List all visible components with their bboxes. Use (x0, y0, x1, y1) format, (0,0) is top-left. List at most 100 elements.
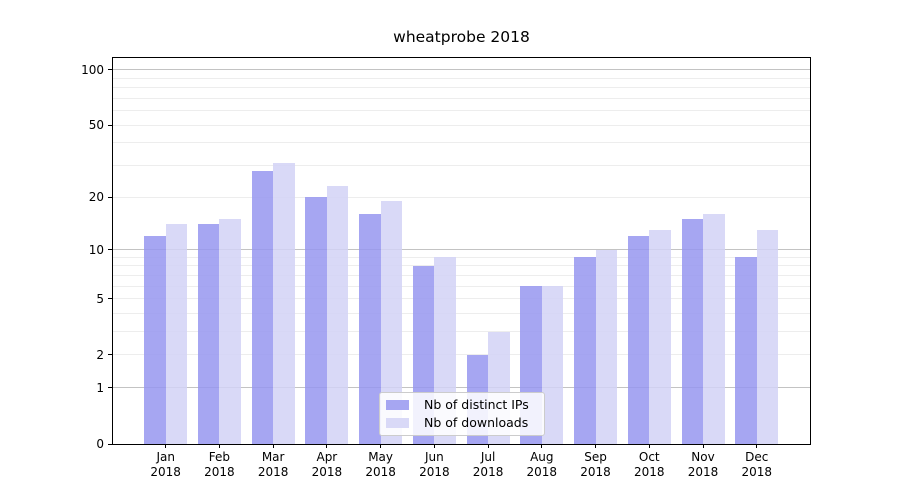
bar-nb-of-distinct-ips-feb (197, 224, 220, 444)
y-axis-tick-label-10: 10 (88, 242, 104, 257)
y-axis-tick-2 (108, 354, 112, 356)
x-axis-tick-label-oct: Oct 2018 (609, 450, 689, 479)
y-axis-tick-5 (108, 298, 112, 300)
x-axis-tick-label-aug: Aug 2018 (502, 450, 582, 479)
y-axis-tick-label-100: 100 (81, 62, 104, 77)
y-axis-tick-label-5: 5 (96, 291, 104, 306)
x-axis-month-text: Sep (584, 450, 607, 464)
gridline-minor-5 (113, 298, 810, 300)
x-axis-month-text: Jun (424, 450, 444, 464)
bar-nb-of-downloads-feb (219, 219, 241, 444)
bar-nb-of-downloads-dec (756, 230, 779, 444)
gridline-minor-4 (113, 313, 810, 315)
bar-nb-of-downloads-sep (595, 249, 618, 444)
x-axis-year-text: 2018 (741, 464, 772, 479)
gridline-minor-7 (113, 274, 810, 276)
x-axis-tick-label-apr: Apr 2018 (287, 450, 367, 479)
x-axis-tick-label-jun: Jun 2018 (394, 450, 474, 479)
x-axis-year-text: 2018 (365, 464, 396, 479)
gridline-minor-90 (113, 77, 810, 79)
x-axis-tick-feb (218, 444, 220, 448)
gridline-minor-20 (113, 196, 810, 198)
x-axis-month-text: May (368, 450, 394, 464)
bar-nb-of-downloads-nov (703, 214, 725, 444)
x-axis-tick-aug (541, 444, 543, 448)
bar-nb-of-distinct-ips-nov (681, 219, 703, 444)
legend-swatch-nb-of-downloads (386, 418, 409, 429)
gridline-minor-2 (113, 354, 810, 356)
gridline-minor-30 (113, 165, 810, 167)
x-axis-month-text: Jul (480, 450, 496, 464)
gridline-minor-9 (113, 256, 810, 258)
gridline-minor-6 (113, 285, 810, 287)
y-axis-tick-20 (108, 196, 112, 198)
x-axis-month-text: Feb (208, 450, 231, 464)
chart-title: wheatprobe 2018 (393, 28, 530, 46)
bar-layer (113, 58, 810, 444)
bar-nb-of-downloads-may (380, 201, 403, 444)
y-axis-tick-10 (108, 249, 112, 251)
x-axis-year-text: 2018 (633, 464, 665, 479)
x-axis-tick-mar (272, 444, 274, 448)
x-axis-tick-oct (648, 444, 650, 448)
x-axis-month-text: Mar (261, 450, 285, 464)
x-axis-tick-label-may: May 2018 (341, 450, 421, 479)
gridline-minor-40 (113, 142, 810, 144)
x-axis-year-text: 2018 (687, 464, 719, 479)
x-axis-tick-label-jan: Jan 2018 (126, 450, 206, 479)
bar-nb-of-distinct-ips-oct (627, 236, 650, 444)
gridline-major-1 (113, 387, 810, 389)
x-axis-month-text: Jan (156, 450, 175, 464)
x-axis-tick-label-feb: Feb 2018 (179, 450, 259, 479)
bar-nb-of-downloads-mar (273, 163, 295, 444)
legend-label-nb-of-downloads: Nb of downloads (424, 415, 529, 431)
x-axis-tick-jan (165, 444, 167, 448)
y-axis-tick-label-1: 1 (96, 380, 104, 395)
x-axis-year-text: 2018 (311, 464, 343, 479)
bar-nb-of-downloads-oct (649, 230, 671, 444)
y-axis-tick-0 (108, 443, 112, 445)
gridline-minor-80 (113, 87, 810, 89)
y-axis-tick-label-20: 20 (88, 190, 104, 205)
x-axis-tick-label-mar: Mar 2018 (233, 450, 313, 479)
gridline-minor-70 (113, 97, 810, 99)
gridline-major-100 (113, 69, 810, 71)
gridline-minor-60 (113, 110, 810, 112)
x-axis-tick-label-nov: Nov 2018 (663, 450, 743, 479)
y-axis-tick-label-50: 50 (88, 118, 104, 133)
bar-nb-of-downloads-aug (541, 286, 564, 444)
bar-nb-of-downloads-apr (326, 186, 349, 444)
legend: Nb of distinct IPs Nb of downloads (379, 392, 545, 436)
plot-area (112, 57, 811, 445)
x-axis-tick-may (380, 444, 382, 448)
x-axis-month-text: Apr (316, 450, 338, 464)
x-axis-tick-apr (326, 444, 328, 448)
x-axis-year-text: 2018 (580, 464, 611, 479)
x-axis-tick-label-dec: Dec 2018 (717, 450, 797, 479)
x-axis-year-text: 2018 (419, 464, 450, 479)
x-axis-month-text: Dec (745, 450, 769, 464)
y-axis-tick-1 (108, 387, 112, 389)
x-axis-year-text: 2018 (204, 464, 235, 479)
x-axis-year-text: 2018 (526, 464, 558, 479)
gridline-minor-8 (113, 265, 810, 267)
x-axis-month-text: Aug (530, 450, 554, 464)
grid-layer (113, 58, 810, 444)
x-axis-tick-jul (487, 444, 489, 448)
bar-nb-of-distinct-ips-dec (735, 257, 757, 444)
legend-item-nb-of-distinct-ips: Nb of distinct IPs (386, 397, 544, 412)
bar-nb-of-downloads-jan (165, 224, 188, 444)
x-axis-month-text: Oct (638, 450, 660, 464)
bar-nb-of-distinct-ips-apr (305, 197, 327, 444)
y-axis-tick-label-2: 2 (96, 347, 104, 362)
bar-nb-of-distinct-ips-mar (251, 171, 274, 444)
x-axis-tick-jun (433, 444, 435, 448)
gridline-major-10 (113, 249, 810, 251)
x-axis-tick-sep (595, 444, 597, 448)
gridline-minor-3 (113, 331, 810, 333)
x-axis-tick-label-jul: Jul 2018 (448, 450, 528, 479)
bar-nb-of-distinct-ips-sep (574, 257, 596, 444)
x-axis-year-text: 2018 (150, 464, 181, 479)
legend-item-nb-of-downloads: Nb of downloads (386, 416, 544, 430)
